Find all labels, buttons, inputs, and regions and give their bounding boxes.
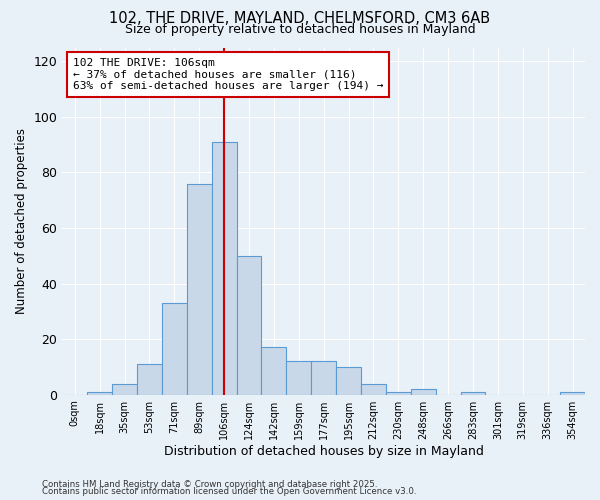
Text: Contains public sector information licensed under the Open Government Licence v3: Contains public sector information licen…	[42, 488, 416, 496]
Bar	[361, 384, 386, 394]
Bar	[137, 364, 162, 394]
Text: Contains HM Land Registry data © Crown copyright and database right 2025.: Contains HM Land Registry data © Crown c…	[42, 480, 377, 489]
Y-axis label: Number of detached properties: Number of detached properties	[15, 128, 28, 314]
Bar	[87, 392, 112, 394]
Text: Size of property relative to detached houses in Mayland: Size of property relative to detached ho…	[125, 22, 475, 36]
Bar	[236, 256, 262, 394]
Bar	[187, 184, 212, 394]
Text: 102, THE DRIVE, MAYLAND, CHELMSFORD, CM3 6AB: 102, THE DRIVE, MAYLAND, CHELMSFORD, CM3…	[109, 11, 491, 26]
Bar	[461, 392, 485, 394]
Text: 102 THE DRIVE: 106sqm
← 37% of detached houses are smaller (116)
63% of semi-det: 102 THE DRIVE: 106sqm ← 37% of detached …	[73, 58, 383, 91]
Bar	[336, 367, 361, 394]
Bar	[286, 362, 311, 394]
Bar	[386, 392, 411, 394]
Bar	[560, 392, 585, 394]
X-axis label: Distribution of detached houses by size in Mayland: Distribution of detached houses by size …	[164, 444, 484, 458]
Bar	[212, 142, 236, 395]
Bar	[311, 362, 336, 394]
Bar	[411, 389, 436, 394]
Bar	[262, 348, 286, 395]
Bar	[112, 384, 137, 394]
Bar	[162, 303, 187, 394]
